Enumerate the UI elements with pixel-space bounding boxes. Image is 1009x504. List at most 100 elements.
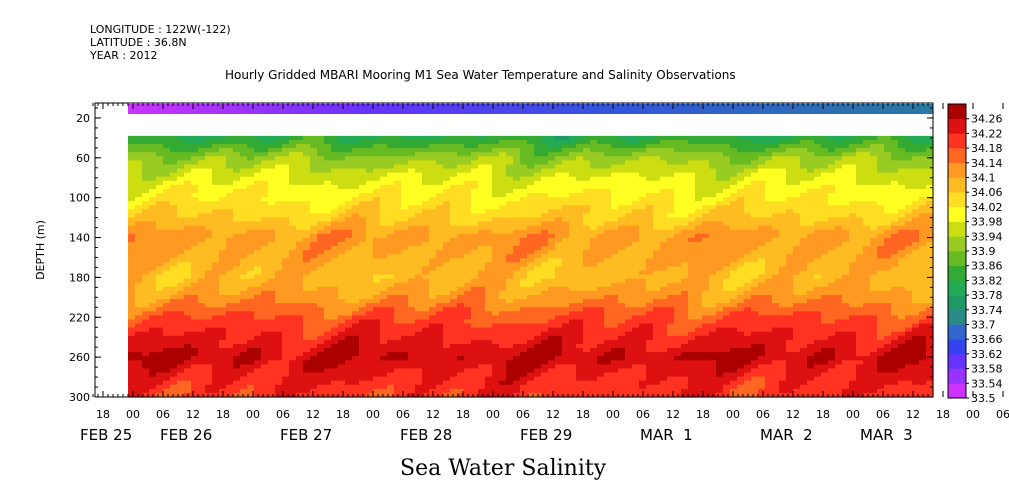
salinity-cell [625, 188, 633, 194]
salinity-cell [254, 246, 262, 251]
salinity-cell [660, 135, 668, 141]
salinity-cell [611, 303, 619, 308]
salinity-cell [436, 323, 444, 329]
salinity-cell [310, 327, 318, 333]
salinity-cell [457, 164, 465, 170]
salinity-cell [457, 352, 465, 357]
salinity-cell [254, 311, 262, 316]
salinity-cell [142, 360, 150, 365]
salinity-cell [583, 274, 591, 280]
salinity-cell [436, 152, 444, 157]
salinity-cell [506, 372, 514, 378]
salinity-cell [212, 290, 220, 296]
salinity-cell [394, 368, 402, 374]
salinity-cell [163, 380, 171, 386]
salinity-cell [639, 274, 647, 280]
salinity-cell [436, 205, 444, 210]
salinity-cell [478, 384, 486, 390]
salinity-cell [177, 372, 185, 378]
salinity-cell [471, 299, 479, 304]
salinity-cell [275, 335, 283, 341]
salinity-cell [191, 176, 199, 182]
salinity-cell [128, 217, 136, 223]
salinity-cell [576, 266, 584, 272]
salinity-cell [401, 368, 409, 374]
salinity-cell [296, 254, 304, 259]
salinity-cell [492, 258, 500, 263]
salinity-cell [366, 217, 374, 223]
salinity-cell [198, 160, 206, 166]
salinity-cell [310, 303, 318, 308]
salinity-cell [576, 262, 584, 268]
salinity-cell [555, 213, 563, 219]
salinity-cell [170, 144, 178, 149]
salinity-cell [184, 339, 192, 345]
salinity-cell [667, 323, 675, 329]
salinity-cell [128, 250, 136, 255]
salinity-cell [576, 278, 584, 284]
salinity-cell [513, 229, 521, 235]
salinity-cell [527, 152, 535, 157]
salinity-cell [317, 144, 325, 149]
salinity-cell [625, 148, 633, 153]
salinity-cell [429, 241, 437, 247]
salinity-cell [177, 278, 185, 284]
salinity-cell [177, 392, 185, 398]
salinity-cell [366, 356, 374, 361]
salinity-cell [478, 368, 486, 374]
salinity-cell [128, 307, 136, 312]
salinity-cell [387, 266, 395, 272]
salinity-cell [289, 213, 297, 219]
salinity-cell [660, 172, 668, 178]
salinity-cell [135, 156, 143, 161]
salinity-cell [506, 144, 514, 149]
salinity-cell [135, 205, 143, 210]
salinity-cell [632, 180, 640, 186]
salinity-cell [275, 352, 283, 357]
salinity-cell [324, 343, 332, 349]
salinity-cell [303, 156, 311, 161]
salinity-cell [408, 278, 416, 284]
salinity-cell [380, 152, 388, 157]
salinity-cell [338, 188, 346, 194]
salinity-cell [191, 319, 199, 325]
salinity-cell [527, 315, 535, 321]
salinity-cell [352, 303, 360, 308]
salinity-cell [534, 148, 542, 153]
salinity-cell [604, 388, 612, 394]
salinity-cell [247, 335, 255, 341]
salinity-cell [149, 295, 157, 300]
salinity-cell [233, 160, 241, 166]
salinity-cell [436, 221, 444, 227]
salinity-cell [142, 323, 150, 329]
salinity-cell [170, 197, 178, 202]
salinity-cell [590, 299, 598, 304]
salinity-cell [233, 201, 241, 206]
salinity-cell [380, 225, 388, 231]
salinity-cell [345, 184, 353, 190]
salinity-cell [667, 213, 675, 219]
salinity-cell [569, 254, 577, 259]
salinity-cell [576, 237, 584, 243]
salinity-cell [177, 295, 185, 300]
salinity-cell [632, 221, 640, 227]
salinity-cell [632, 135, 640, 141]
salinity-cell [226, 254, 234, 259]
salinity-cell [576, 303, 584, 308]
salinity-cell [611, 184, 619, 190]
salinity-cell [128, 246, 136, 251]
salinity-cell [296, 201, 304, 206]
salinity-cell [583, 205, 591, 210]
salinity-cell [191, 311, 199, 316]
salinity-cell [345, 193, 353, 198]
salinity-cell [366, 262, 374, 268]
salinity-cell [268, 356, 276, 361]
salinity-cell [597, 295, 605, 300]
salinity-cell [366, 270, 374, 276]
salinity-cell [506, 205, 514, 210]
salinity-cell [527, 384, 535, 390]
salinity-cell [520, 168, 528, 174]
salinity-cell [149, 282, 157, 288]
salinity-cell [450, 176, 458, 182]
salinity-cell [429, 315, 437, 321]
